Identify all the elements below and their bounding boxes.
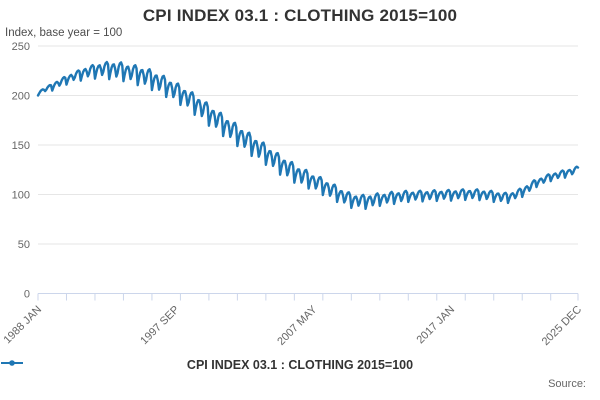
chart-title: CPI INDEX 03.1 : CLOTHING 2015=100	[142, 6, 458, 25]
y-tick-label: 0	[24, 289, 30, 301]
chart-subtitle: Index, base year = 100	[5, 27, 123, 39]
source-label: Source:	[548, 378, 586, 390]
time-series-chart[interactable]: 0 50 100 150 200 250 1988 JAN 1997 SEP 2007 MAY 2…	[0, 0, 600, 352]
y-tick-label: 200	[12, 91, 30, 103]
legend: CPI INDEX 03.1 : CLOTHING 2015=100	[0, 358, 600, 372]
x-tick-label: 1997 SEP	[138, 304, 182, 348]
y-tick-label: 150	[12, 140, 30, 152]
x-tick-label: 1988 JAN	[1, 304, 44, 347]
legend-label: CPI INDEX 03.1 : CLOTHING 2015=100	[186, 358, 414, 372]
series-line-marker-icon	[1, 360, 23, 366]
x-tick-label: 2025 DEC	[540, 304, 584, 348]
x-tick-label: 2007 MAY	[275, 303, 320, 348]
legend-item-cpi-clothing[interactable]: CPI INDEX 03.1 : CLOTHING 2015=100	[1, 358, 414, 372]
cpi-clothing-series-line	[36, 60, 580, 211]
y-tick-label: 250	[12, 41, 30, 53]
y-tick-label: 100	[12, 190, 30, 202]
x-tick-label: 2017 JAN	[414, 304, 457, 347]
y-tick-label: 50	[18, 239, 30, 251]
